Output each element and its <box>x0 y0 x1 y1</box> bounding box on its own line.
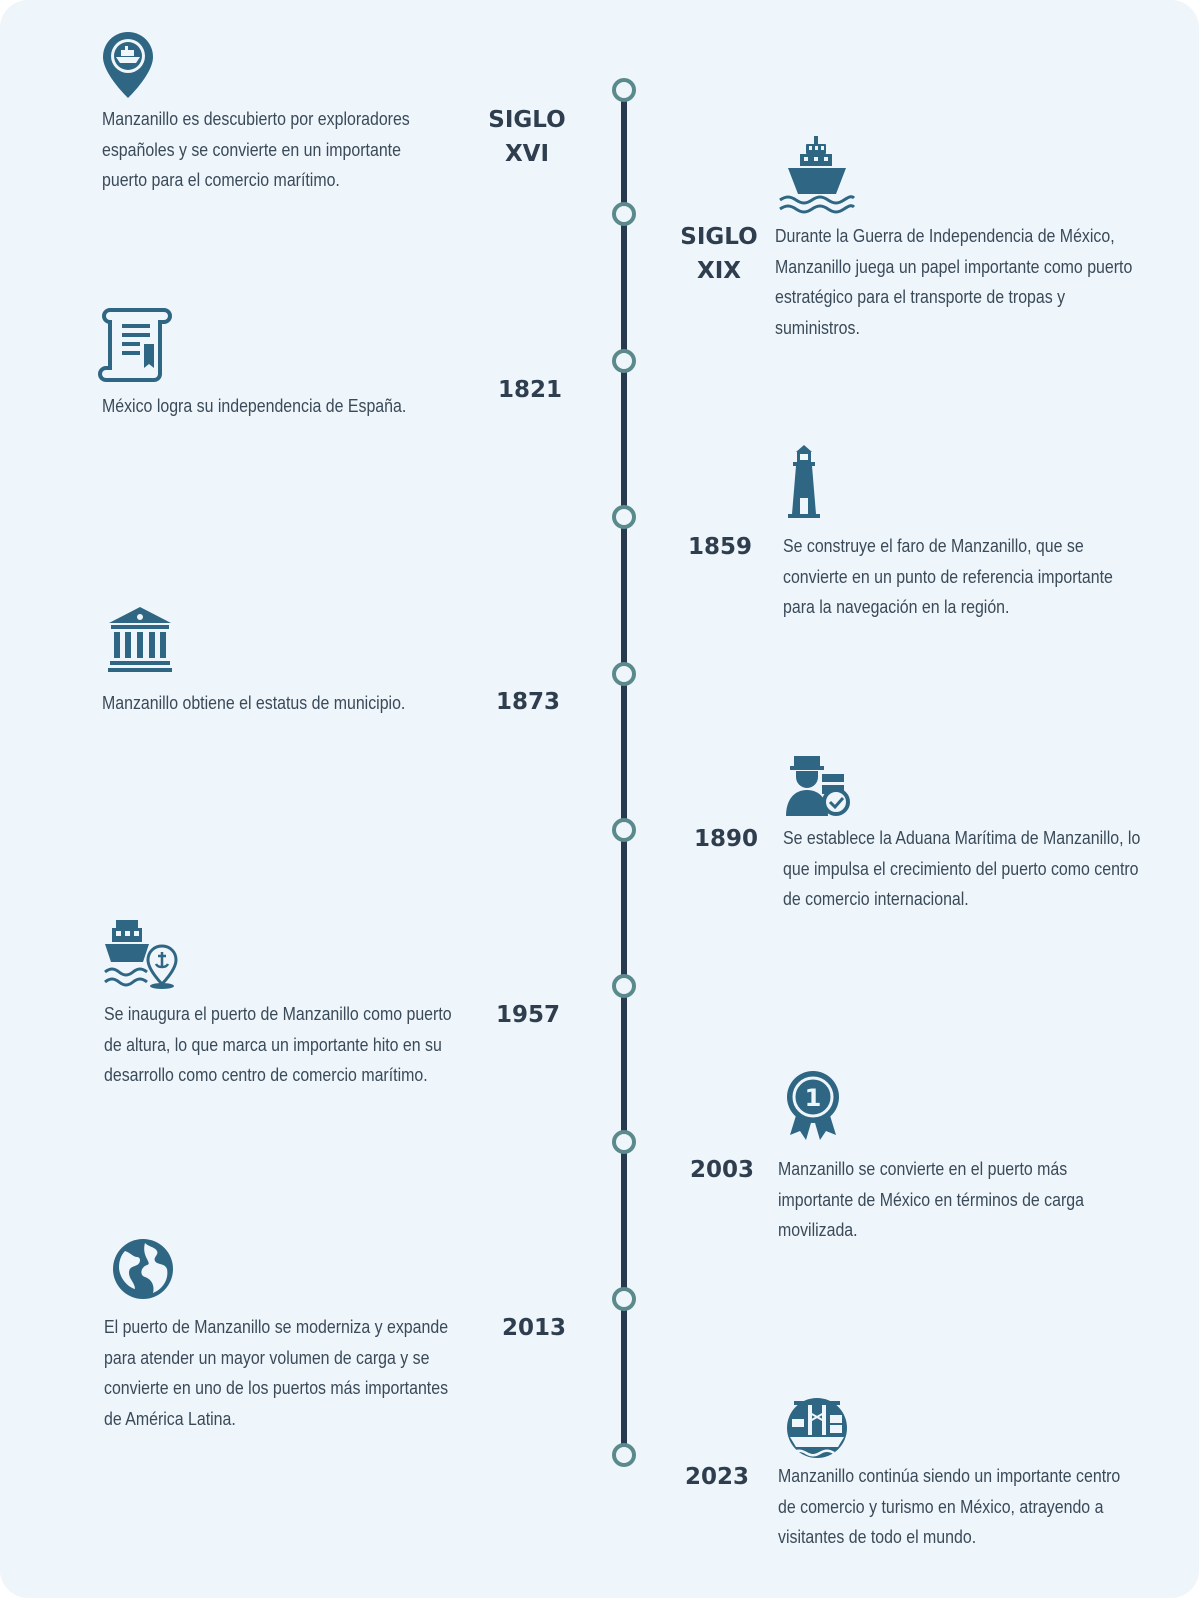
timeline-node-7 <box>612 974 636 998</box>
event-year-3: 1821 <box>497 377 562 403</box>
event-text-9: El puerto de Manzanillo se moderniza y e… <box>104 1316 449 1429</box>
event-year-4: 1859 <box>687 534 752 560</box>
timeline-node-10 <box>612 1443 636 1467</box>
map-pin-ship-icon <box>100 30 156 100</box>
globe-icon <box>111 1237 175 1301</box>
event-text-6: Se establece la Aduana Marítima de Manza… <box>783 827 1141 909</box>
event-text-10: Manzanillo continúa siendo un importante… <box>778 1465 1121 1547</box>
government-building-icon <box>106 605 174 673</box>
timeline-node-4 <box>612 505 636 529</box>
event-year-6: 1890 <box>693 826 758 852</box>
ship-anchor-location-icon <box>104 918 178 990</box>
event-text-3: México logra su independencia de España. <box>102 395 407 416</box>
event-text-2: Durante la Guerra de Independencia de Mé… <box>775 225 1133 338</box>
svg-text:1: 1 <box>805 1084 822 1112</box>
timeline-spine <box>621 90 627 1456</box>
lighthouse-icon <box>786 444 822 518</box>
timeline-node-9 <box>612 1287 636 1311</box>
event-year-2: SIGLO XIX <box>680 224 758 284</box>
event-year-10: 2023 <box>684 1464 749 1490</box>
timeline-node-2 <box>612 202 636 226</box>
timeline-node-1 <box>612 78 636 102</box>
event-year-1: SIGLO XVI <box>488 107 566 167</box>
event-text-1: Manzanillo es descubierto por explorador… <box>102 108 410 190</box>
event-year-5: 1873 <box>495 689 560 715</box>
event-year-9: 2013 <box>501 1315 566 1341</box>
timeline-node-3 <box>612 349 636 373</box>
scroll-document-icon <box>98 306 176 384</box>
timeline-node-8 <box>612 1130 636 1154</box>
port-crane-icon <box>784 1393 850 1459</box>
event-text-5: Manzanillo obtiene el estatus de municip… <box>102 692 406 713</box>
timeline-node-6 <box>612 818 636 842</box>
event-text-8: Manzanillo se convierte en el puerto más… <box>778 1158 1084 1240</box>
event-year-8: 2003 <box>689 1157 754 1183</box>
event-text-7: Se inaugura el puerto de Manzanillo como… <box>104 1003 452 1085</box>
ship-waves-icon <box>776 134 858 216</box>
customs-officer-icon <box>784 750 852 818</box>
timeline-node-5 <box>612 662 636 686</box>
first-place-medal-icon: 1 <box>784 1069 842 1143</box>
event-year-7: 1957 <box>495 1002 560 1028</box>
event-text-4: Se construye el faro de Manzanillo, que … <box>783 535 1113 617</box>
